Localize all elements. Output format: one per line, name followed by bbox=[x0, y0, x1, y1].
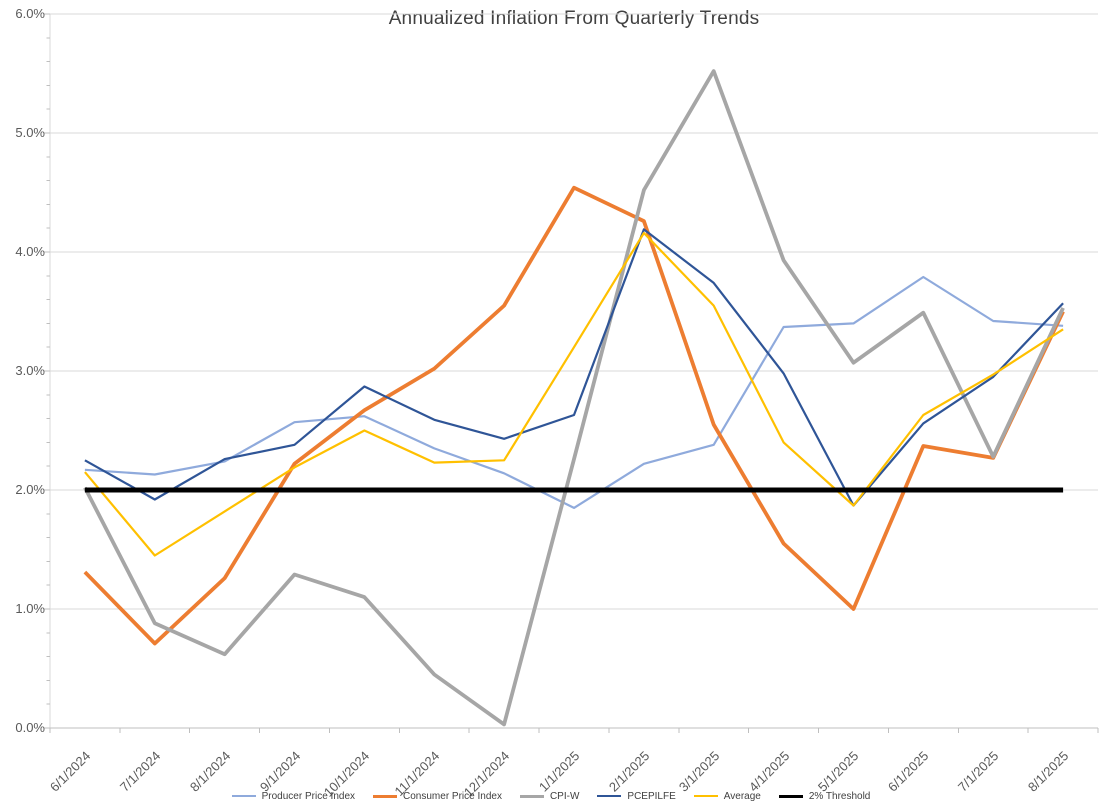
legend-item-cpi-w: CPI-W bbox=[519, 790, 580, 802]
legend-item-2-threshold: 2% Threshold bbox=[778, 790, 871, 802]
legend-line-swatch bbox=[778, 794, 803, 798]
legend-line-swatch bbox=[597, 795, 622, 797]
y-tick-label: 5.0% bbox=[15, 125, 45, 140]
legend-item-producer-price-index: Producer Price Index bbox=[231, 790, 356, 802]
series-line-average bbox=[84, 231, 1064, 557]
chart-legend: Producer Price Index Consumer Price Index… bbox=[0, 786, 1102, 806]
y-tick-label: 3.0% bbox=[15, 363, 45, 378]
series-line-cpi-w bbox=[83, 69, 1065, 727]
legend-label: PCEPILFE bbox=[627, 790, 676, 802]
y-tick-label: 4.0% bbox=[15, 244, 45, 259]
y-tick-label: 0.0% bbox=[15, 720, 45, 735]
legend-item-average: Average bbox=[693, 790, 761, 802]
series-line-consumer-price-index bbox=[83, 185, 1065, 646]
chart-title: Annualized Inflation From Quarterly Tren… bbox=[388, 8, 760, 29]
y-tick-label: 1.0% bbox=[15, 601, 45, 616]
legend-line-swatch bbox=[231, 795, 256, 797]
legend-item-consumer-price-index: Consumer Price Index bbox=[373, 791, 502, 802]
series-line-pcepilfe bbox=[84, 228, 1064, 507]
series-line-producer-price-index bbox=[84, 275, 1064, 509]
y-tick-label: 2.0% bbox=[15, 482, 45, 497]
y-tick-label: 6.0% bbox=[15, 6, 45, 21]
legend-label: Producer Price Index bbox=[261, 790, 356, 802]
legend-label: Average bbox=[723, 790, 761, 802]
legend-line-swatch bbox=[519, 794, 544, 798]
legend-label: CPI-W bbox=[549, 790, 580, 802]
legend-line-swatch bbox=[373, 794, 398, 798]
legend-label: 2% Threshold bbox=[808, 790, 871, 802]
legend-label: Consumer Price Index bbox=[403, 790, 502, 802]
legend-line-swatch bbox=[693, 795, 718, 797]
legend-item-pcepilfe: PCEPILFE bbox=[597, 790, 676, 802]
